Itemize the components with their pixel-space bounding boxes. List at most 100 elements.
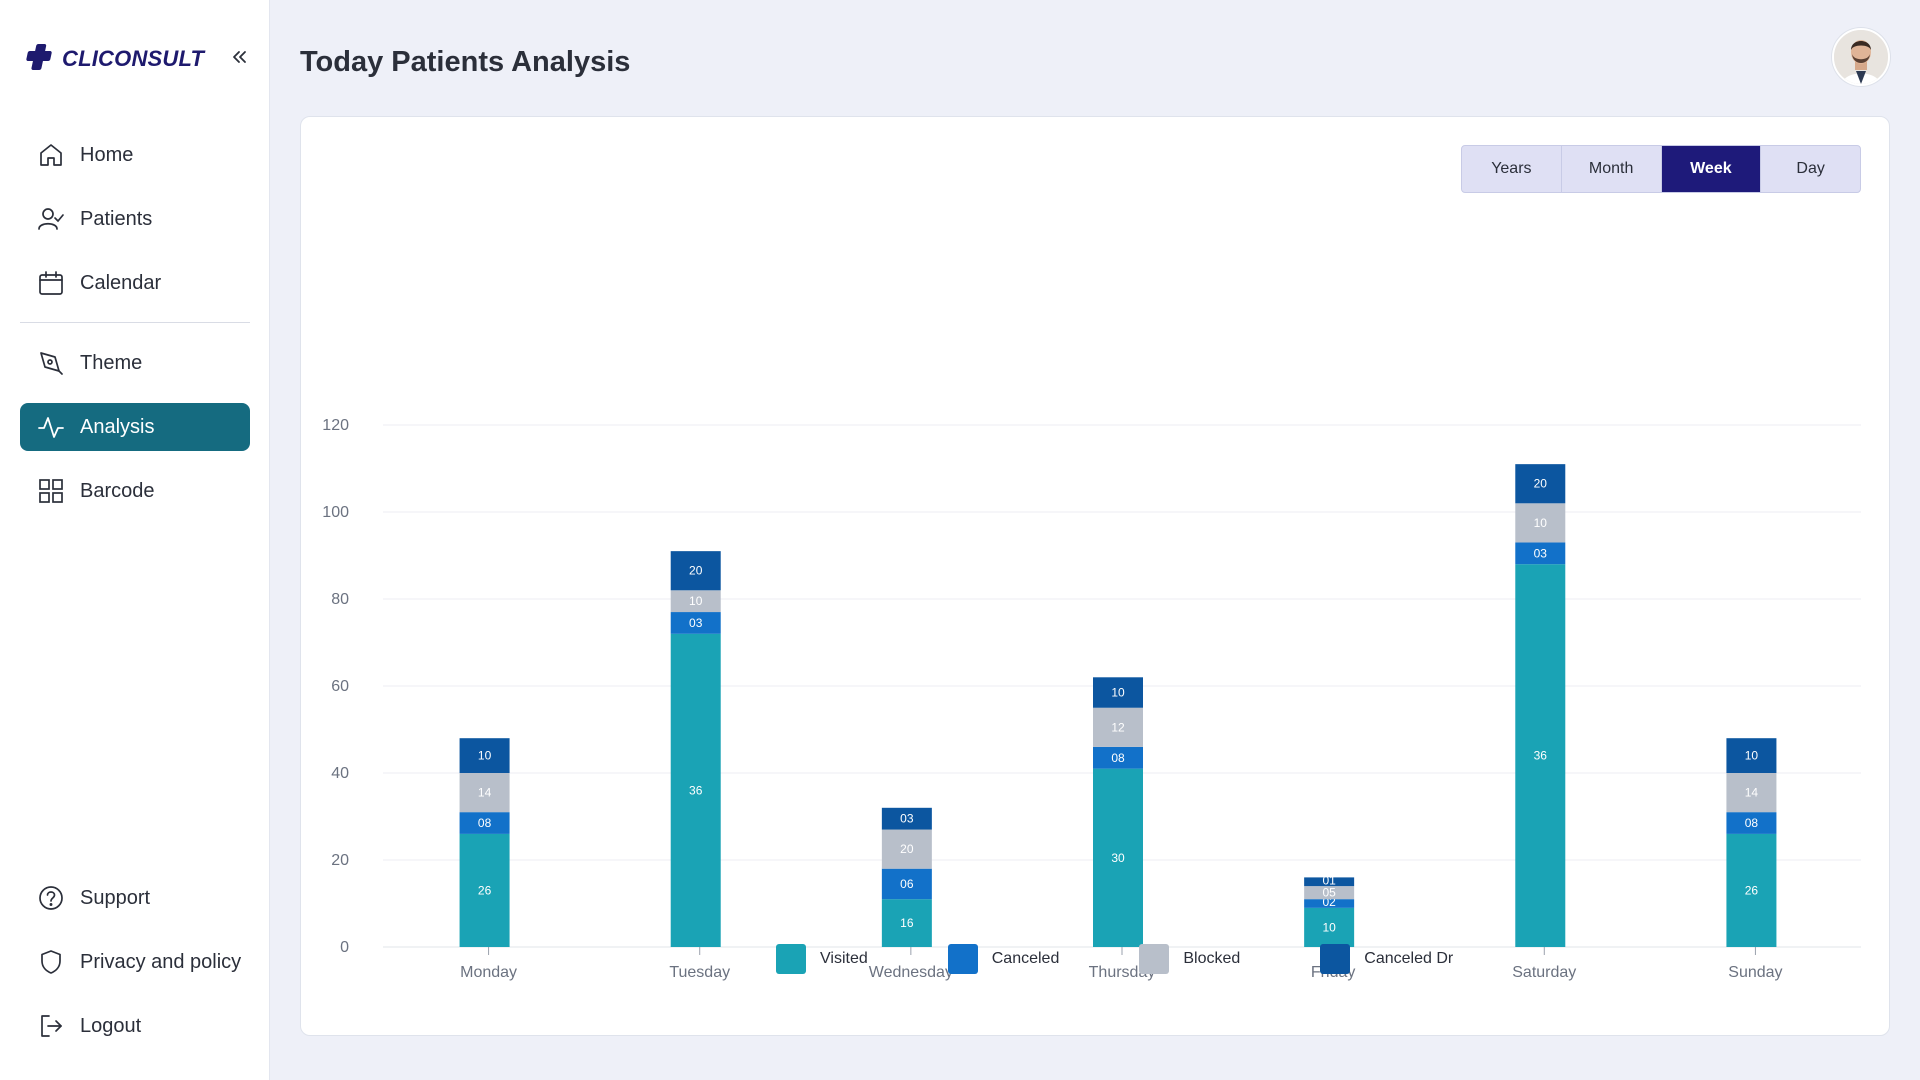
tab-years[interactable]: Years bbox=[1462, 146, 1562, 192]
sidebar-item-support[interactable]: Support bbox=[20, 874, 250, 922]
data-label: 12 bbox=[1111, 720, 1125, 734]
data-label: 05 bbox=[1322, 886, 1336, 900]
bar-segment bbox=[1515, 564, 1566, 947]
y-tick-label: 100 bbox=[322, 504, 349, 521]
page-title: Today Patients Analysis bbox=[300, 46, 631, 78]
tab-month[interactable]: Month bbox=[1562, 146, 1662, 192]
bar-segment bbox=[1726, 773, 1777, 813]
sidebar-item-label: Privacy and policy bbox=[80, 950, 242, 973]
secondary-nav: Theme Analysis Barcode bbox=[20, 339, 250, 531]
main-nav: Home Patients Calendar bbox=[20, 131, 250, 323]
tab-week[interactable]: Week bbox=[1661, 146, 1762, 192]
data-label: 10 bbox=[1322, 920, 1336, 934]
data-label: 20 bbox=[900, 842, 914, 856]
bar-segment bbox=[459, 812, 510, 834]
calendar-icon bbox=[36, 268, 66, 298]
brand-name: CLICONSULT bbox=[62, 46, 205, 71]
sidebar-item-patients[interactable]: Patients bbox=[20, 195, 250, 243]
y-tick-label: 20 bbox=[331, 852, 349, 869]
bar-segment bbox=[1304, 877, 1355, 887]
pen-icon bbox=[36, 348, 66, 378]
data-label: 30 bbox=[1111, 851, 1125, 865]
bar-segment bbox=[1304, 886, 1355, 900]
legend-item-visited[interactable]: Visited bbox=[776, 944, 868, 974]
sidebar-item-theme[interactable]: Theme bbox=[20, 339, 250, 387]
home-icon bbox=[36, 140, 66, 170]
sidebar-item-barcode[interactable]: Barcode bbox=[20, 467, 250, 515]
data-label: 06 bbox=[900, 877, 914, 891]
data-label: 03 bbox=[900, 812, 914, 826]
bar-segment bbox=[670, 633, 721, 947]
x-tick-label: Tuesday bbox=[669, 964, 730, 981]
bar-segment bbox=[881, 807, 932, 830]
bottom-nav: Support Privacy and policy Logout bbox=[20, 874, 250, 1066]
data-label: 08 bbox=[1745, 816, 1759, 830]
sidebar-item-analysis[interactable]: Analysis bbox=[20, 403, 250, 451]
data-label: 36 bbox=[1534, 749, 1548, 763]
sidebar-item-label: Barcode bbox=[80, 479, 155, 502]
y-tick-label: 60 bbox=[331, 678, 349, 695]
legend-label: Canceled Dr bbox=[1364, 950, 1454, 967]
legend-item-canceled-dr[interactable]: Canceled Dr bbox=[1320, 944, 1453, 974]
bar-segment bbox=[1093, 707, 1143, 747]
collapse-sidebar-button[interactable] bbox=[226, 46, 252, 72]
data-label: 10 bbox=[478, 749, 492, 763]
brand-logo-icon bbox=[24, 42, 54, 77]
stacked-bar-chart: 020406080100120Monday26081410Tuesday3603… bbox=[322, 417, 1861, 981]
legend-label: Canceled bbox=[991, 950, 1060, 967]
sidebar-item-label: Home bbox=[80, 143, 134, 166]
bar-segment bbox=[1515, 464, 1566, 504]
data-label: 01 bbox=[1322, 873, 1336, 887]
chevrons-left-icon bbox=[229, 47, 249, 72]
data-label: 26 bbox=[1745, 883, 1759, 897]
y-tick-label: 40 bbox=[331, 765, 349, 782]
logout-icon bbox=[36, 1011, 66, 1041]
sidebar-item-label: Calendar bbox=[80, 271, 162, 294]
legend-item-canceled[interactable]: Canceled bbox=[947, 944, 1060, 974]
data-label: 36 bbox=[689, 783, 703, 797]
bar-segment bbox=[881, 829, 932, 869]
avatar[interactable] bbox=[1832, 28, 1890, 86]
bar-segment bbox=[459, 833, 510, 947]
sidebar-item-logout[interactable]: Logout bbox=[20, 1002, 250, 1050]
bar-segment bbox=[459, 773, 510, 813]
patients-icon bbox=[36, 204, 66, 234]
data-label: 20 bbox=[1534, 477, 1548, 491]
data-label: 16 bbox=[900, 916, 914, 930]
bar-segment bbox=[1726, 738, 1777, 773]
patients-chart: 0 20 40 60 80 100 120 Monday 26 08 14 10 Tuesday 36 03… bbox=[301, 277, 1891, 997]
bar-segment bbox=[1515, 503, 1566, 543]
y-tick-label: 0 bbox=[340, 939, 349, 956]
analysis-card: Years Month Week Day 0 20 40 60 80 100 120 Mond… bbox=[300, 116, 1890, 1036]
data-label: 14 bbox=[1745, 786, 1759, 800]
legend-swatch bbox=[1139, 944, 1170, 974]
legend-swatch bbox=[947, 944, 978, 974]
bar-segment bbox=[881, 899, 932, 947]
sidebar-item-privacy[interactable]: Privacy and policy bbox=[20, 938, 250, 986]
shield-icon bbox=[36, 947, 66, 977]
legend-item-blocked[interactable]: Blocked bbox=[1139, 944, 1240, 974]
bar-segment bbox=[1304, 907, 1355, 947]
sidebar-item-calendar[interactable]: Calendar bbox=[20, 259, 250, 307]
sidebar-item-label: Support bbox=[80, 886, 151, 909]
nav-divider bbox=[20, 322, 250, 323]
y-tick-label: 80 bbox=[331, 591, 349, 608]
bar-segment bbox=[1093, 677, 1143, 708]
bar-segment bbox=[1515, 542, 1566, 565]
grid-icon bbox=[36, 476, 66, 506]
bar-segment bbox=[881, 868, 932, 900]
data-label: 20 bbox=[689, 564, 703, 578]
x-tick-label: Wednesday bbox=[869, 964, 953, 981]
data-label: 08 bbox=[1111, 751, 1125, 765]
bar-segment bbox=[1304, 899, 1355, 908]
tab-day[interactable]: Day bbox=[1796, 160, 1825, 177]
sidebar-item-home[interactable]: Home bbox=[20, 131, 250, 179]
legend-swatch bbox=[776, 944, 806, 974]
sidebar: CLICONSULT Home bbox=[0, 0, 270, 1080]
y-tick-label: 120 bbox=[322, 417, 349, 434]
brand[interactable]: CLICONSULT bbox=[24, 42, 205, 77]
data-label: 10 bbox=[1745, 749, 1759, 763]
bar-segment bbox=[670, 590, 721, 613]
data-label: 26 bbox=[478, 883, 492, 897]
